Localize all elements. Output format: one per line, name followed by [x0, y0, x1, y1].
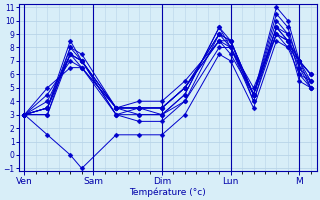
X-axis label: Température (°c): Température (°c) — [129, 187, 206, 197]
